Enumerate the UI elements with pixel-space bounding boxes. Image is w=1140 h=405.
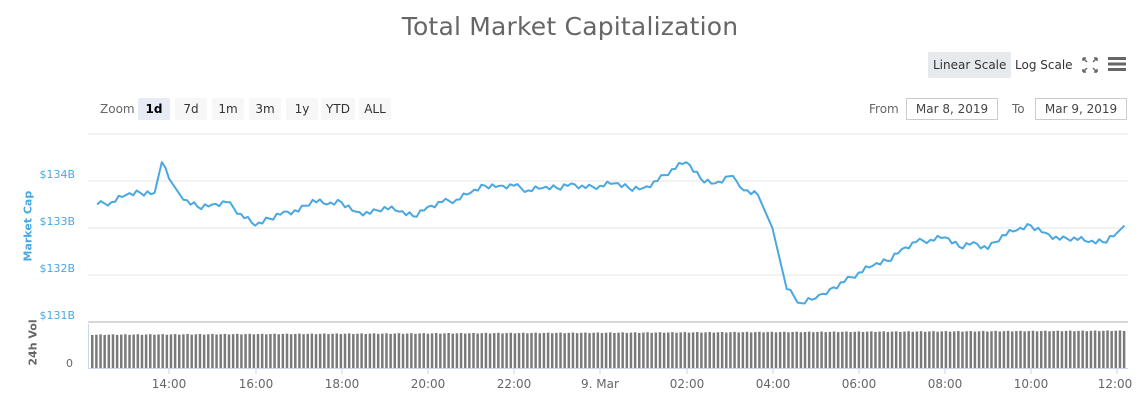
log-scale-button[interactable]: Log Scale [1015,58,1073,72]
x-tick-1400: 14:00 [151,377,187,391]
from-label: From [869,102,899,116]
x-tick-1200: 12:00 [1097,377,1133,391]
menu-icon[interactable] [1107,56,1127,72]
zoom-label: Zoom [100,102,135,116]
x-tick-1000: 10:00 [1013,377,1049,391]
x-tick-1800: 18:00 [324,377,360,391]
range-1d-button[interactable]: 1d [138,98,170,120]
range-1m-button[interactable]: 1m [212,98,244,120]
linear-scale-button[interactable]: Linear Scale [928,52,1012,78]
range-7d-button[interactable]: 7d [175,98,207,120]
y-tick-132b: $132B [39,262,75,275]
from-date-input[interactable] [906,98,998,120]
range-ytd-button[interactable]: YTD [321,98,355,120]
gridlines [88,133,1128,323]
y-tick-134b: $134B [39,168,75,181]
x-tick-2200: 22:00 [496,377,532,391]
fullscreen-icon[interactable] [1082,57,1098,73]
x-tick-0200: 02:00 [669,377,705,391]
range-all-button[interactable]: ALL [359,98,391,120]
range-3m-button[interactable]: 3m [249,98,281,120]
volume-bars [88,324,1128,369]
x-tick-0600: 06:00 [841,377,877,391]
to-date-input[interactable] [1035,98,1127,120]
y-tick-133b: $133B [39,215,75,228]
range-1y-button[interactable]: 1y [286,98,318,120]
y-tick-131b: $131B [39,309,75,322]
x-tick-2000: 20:00 [410,377,446,391]
to-label: To [1012,102,1025,116]
market-cap-line [96,161,1126,305]
chart-title: Total Market Capitalization [401,12,739,41]
x-axis-ticks [168,368,1118,374]
volume-y-tick-0: 0 [66,357,73,370]
x-tick-0800: 08:00 [927,377,963,391]
x-tick-1600: 16:00 [238,377,274,391]
x-tick-0400: 04:00 [755,377,791,391]
x-tick-9mar: 9. Mar [581,377,619,391]
